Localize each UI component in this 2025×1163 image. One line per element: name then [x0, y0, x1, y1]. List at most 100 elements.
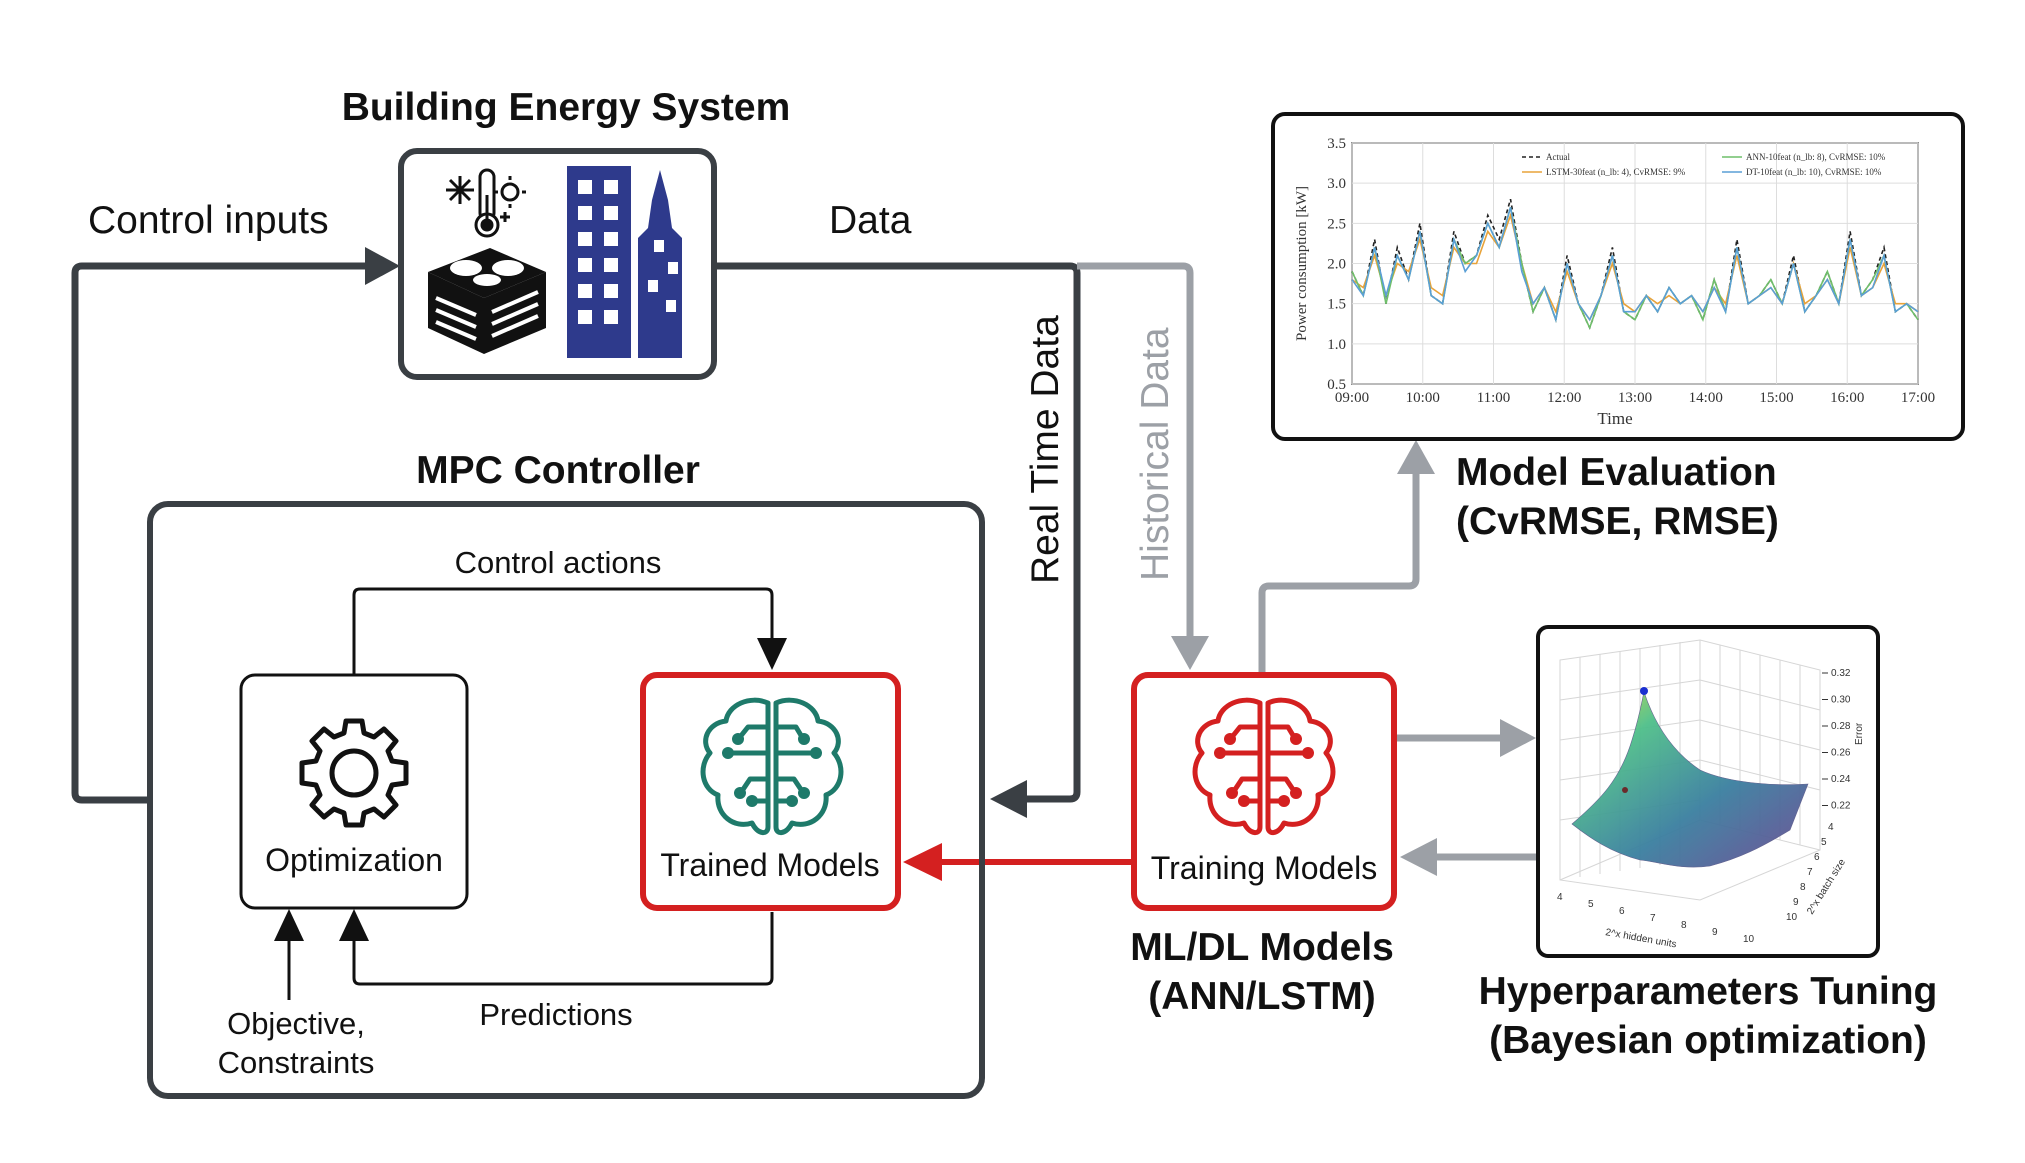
- surface-z-tick-label: 0.28: [1831, 721, 1851, 732]
- surface-z-tick-label: 0.22: [1831, 801, 1851, 812]
- surface-x-tick-label: 7: [1650, 913, 1656, 924]
- surface-y-tick-label: 4: [1828, 822, 1834, 833]
- ml-dl-caption-line1: ML/DL Models: [1130, 926, 1394, 969]
- surface-x-tick-label: 5: [1588, 899, 1594, 910]
- surface-y-tick-label: 9: [1793, 897, 1799, 908]
- evaluation-arrowhead: [1397, 440, 1435, 474]
- surface-x-ticks: 4 5 6 7 8 9 10: [1557, 892, 1755, 945]
- power-consumption-chart: 09:00 10:00 11:00 12:00 13:00 14:00 15:00 16:00…: [1294, 136, 1935, 428]
- city-buildings-icon: [567, 166, 682, 358]
- mpc-controller-title: MPC Controller: [416, 449, 700, 492]
- surface-min-point: [1622, 787, 1628, 793]
- chart-x-tick-label: 17:00: [1901, 390, 1935, 406]
- constraints-label: Constraints: [217, 1045, 375, 1080]
- control-actions-line: [352, 587, 774, 675]
- chart-x-tick-label: 09:00: [1335, 390, 1369, 406]
- chart-x-tick-label: 10:00: [1406, 390, 1440, 406]
- error-surface: [1571, 690, 1809, 868]
- surface-y-tick-label: 5: [1821, 837, 1827, 848]
- chart-series-line: [1351, 207, 1919, 323]
- control-inputs-arrowhead: [365, 247, 400, 285]
- model-evaluation-caption-line1: Model Evaluation: [1456, 451, 1777, 494]
- chart-legend-label: LSTM-30feat (n_lb: 4), CvRMSE: 9%: [1546, 167, 1686, 177]
- surface-x-tick-label: 8: [1681, 920, 1687, 931]
- chart-x-tick-label: 15:00: [1759, 390, 1793, 406]
- optimization-label: Optimization: [265, 842, 443, 878]
- control-actions-arrowhead: [757, 638, 787, 670]
- chart-y-tick-label: 0.5: [1327, 377, 1346, 393]
- chart-legend-label: ANN-10feat (n_lb: 8), CvRMSE: 10%: [1746, 152, 1886, 162]
- chart-series-group: [1351, 198, 1919, 330]
- chart-y-axis-label: Power consumption [kW]: [1294, 186, 1310, 341]
- surface-y-tick-label: 6: [1814, 852, 1820, 863]
- chart-x-tick-label: 13:00: [1618, 390, 1652, 406]
- trained-brain-circuit-icon: [700, 697, 844, 835]
- surface-y-tick-label: 7: [1807, 867, 1813, 878]
- chart-legend-label: Actual: [1546, 152, 1570, 162]
- surface-y-tick-label: 10: [1786, 912, 1798, 923]
- surface-z-label: Error: [1854, 722, 1865, 745]
- surface-z-tick-label: 0.24: [1831, 774, 1851, 785]
- surface-x-tick-label: 10: [1743, 934, 1755, 945]
- chart-x-tick-label: 14:00: [1689, 390, 1723, 406]
- surface-x-tick-label: 6: [1619, 906, 1625, 917]
- gear-icon: [299, 718, 409, 828]
- historical-data-arrowhead: [1171, 636, 1209, 670]
- hyperparameter-caption-line1: Hyperparameters Tuning: [1478, 970, 1938, 1013]
- training-brain-circuit-icon: [1192, 697, 1336, 835]
- mpc-controller-box: [147, 501, 985, 1099]
- to-tuning-arrowhead: [1500, 719, 1536, 757]
- real-time-data-label: Real Time Data: [1024, 315, 1067, 584]
- objective-label: Objective,: [227, 1006, 365, 1041]
- hyperparameter-caption-line2: (Bayesian optimization): [1489, 1019, 1927, 1062]
- predictions-line: [352, 912, 774, 986]
- real-time-data-line: [712, 262, 1081, 803]
- surface-x-tick-label: 9: [1712, 927, 1718, 938]
- surface-z-ticks: 0.32 0.30 0.28 0.26 0.24 0.22: [1822, 668, 1851, 812]
- historical-data-line: [1077, 262, 1194, 640]
- optimization-box[interactable]: [239, 673, 469, 910]
- chart-legend: Actual LSTM-30feat (n_lb: 4), CvRMSE: 9% A…: [1522, 152, 1886, 177]
- chart-ticks-group: 09:00 10:00 11:00 12:00 13:00 14:00 15:00 16:00…: [1294, 136, 1935, 428]
- trained-models-label: Trained Models: [660, 847, 880, 883]
- historical-data-label: Historical Data: [1134, 327, 1177, 581]
- control-actions-label: Control actions: [454, 545, 662, 580]
- real-time-data-arrowhead: [990, 780, 1027, 818]
- surface-y-tick-label: 8: [1800, 882, 1806, 893]
- objective-arrowhead: [274, 909, 304, 941]
- chart-x-axis-label: Time: [1597, 409, 1632, 428]
- weather-thermometer-icon: [446, 168, 526, 238]
- chart-x-tick-label: 16:00: [1830, 390, 1864, 406]
- chart-y-tick-label: 2.0: [1327, 257, 1346, 273]
- hvac-unit-icon: [428, 248, 546, 354]
- control-inputs-label: Control inputs: [88, 199, 329, 242]
- training-models-label: Training Models: [1150, 850, 1378, 886]
- chart-x-tick-label: 11:00: [1477, 390, 1511, 406]
- surface-z-tick-label: 0.26: [1831, 748, 1851, 759]
- chart-x-tick-label: 12:00: [1547, 390, 1581, 406]
- chart-y-tick-label: 3.5: [1327, 136, 1346, 152]
- chart-y-tick-label: 1.5: [1327, 297, 1346, 313]
- chart-grid: [1351, 142, 1919, 385]
- ml-dl-caption-line2: (ANN/LSTM): [1148, 975, 1376, 1018]
- surface-z-tick-label: 0.30: [1831, 695, 1851, 706]
- chart-y-tick-label: 2.5: [1327, 216, 1346, 232]
- surface-max-point: [1640, 687, 1648, 695]
- chart-legend-label: DT-10feat (n_lb: 10), CvRMSE: 10%: [1746, 167, 1882, 177]
- surface-z-tick-label: 0.32: [1831, 668, 1851, 679]
- data-label: Data: [829, 199, 912, 242]
- evaluation-line: [1258, 470, 1420, 672]
- surface-x-tick-label: 4: [1557, 892, 1563, 903]
- predictions-label: Predictions: [479, 997, 633, 1032]
- control-inputs-line: [71, 262, 368, 804]
- from-tuning-arrowhead: [1400, 838, 1437, 876]
- deploy-arrowhead: [903, 843, 942, 881]
- model-evaluation-caption-line2: (CvRMSE, RMSE): [1456, 500, 1779, 543]
- chart-y-tick-label: 1.0: [1327, 337, 1346, 353]
- building-system-title: Building Energy System: [341, 86, 791, 129]
- chart-y-tick-label: 3.0: [1327, 176, 1346, 192]
- predictions-arrowhead: [339, 909, 369, 941]
